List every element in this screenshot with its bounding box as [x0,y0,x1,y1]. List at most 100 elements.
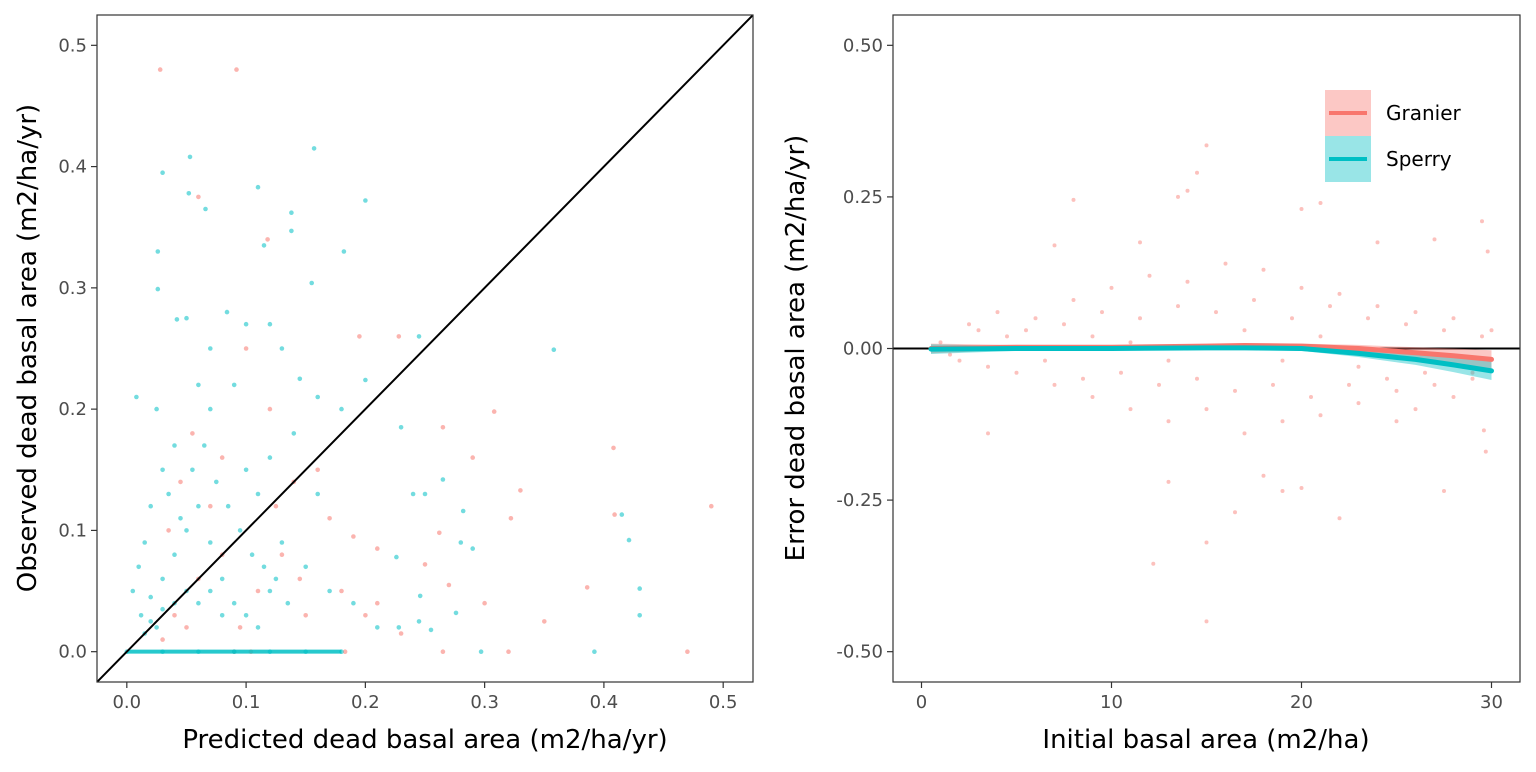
smooth-fit-layer [928,343,1494,380]
point-granier-17 [1151,561,1156,566]
point-granier-89 [1090,334,1095,339]
point-sperry-97 [297,376,303,382]
point-granier-24 [440,649,446,654]
point-sperry-1 [187,154,193,160]
point-granier-29 [1470,376,1475,381]
point-granier-39 [1109,285,1114,290]
legend-item-sperry: Sperry [1325,136,1452,182]
point-granier-7 [1052,243,1057,248]
point-sperry-39 [339,406,344,412]
legend-item-granier: Granier [1325,90,1462,136]
point-sperry-37 [184,315,189,321]
point-granier-1 [234,67,239,72]
point-sperry-75 [225,503,231,509]
point-sperry-61 [255,625,261,630]
point-granier-65 [1062,322,1066,327]
point-sperry-15 [410,491,416,497]
point-granier-10 [1432,237,1437,242]
y-axis-title: Error dead basal area (m2/ha/yr) [781,135,811,562]
point-sperry-47 [148,503,153,509]
x-axis-ticks: 0.0 0.1 0.2 0.3 0.4 0.5 [112,682,738,713]
point-sperry-33 [155,249,161,254]
point-sperry-17 [440,477,446,482]
point-granier-62 [1005,334,1009,339]
point-sperry-49 [136,564,141,570]
point-granier-50 [279,552,285,557]
point-granier-80 [1347,382,1351,387]
point-granier-16 [1337,516,1342,521]
point-sperry-69 [154,406,159,412]
point-sperry-87 [208,588,213,594]
point-sperry-95 [267,321,273,327]
x-axis-ticks: 0 10 20 30 [916,682,1503,713]
point-sperry-56 [196,503,201,509]
point-granier-23 [1299,486,1304,490]
y-tick-label: 0.0 [58,642,87,663]
point-granier-56 [1432,382,1437,387]
point-sperry-28 [626,537,632,543]
point-sperry-81 [148,619,153,624]
legend-label-granier: Granier [1386,101,1462,125]
point-sperry-14 [398,425,404,430]
point-sperry-4 [311,146,317,151]
point-sperry-58 [219,576,225,582]
point-granier-72 [1195,376,1199,381]
y-tick-label: -0.50 [836,642,883,663]
point-granier-9 [508,516,514,521]
point-sperry-68 [134,394,139,400]
x-axis-title: Initial basal area (m2/ha) [1042,725,1369,755]
point-granier-71 [1176,304,1180,309]
point-granier-36 [172,613,177,618]
point-sperry-29 [637,586,642,591]
point-granier-63 [1024,328,1028,333]
point-granier-19 [1204,540,1209,545]
point-sperry-54 [172,552,177,557]
point-granier-52 [1356,401,1361,406]
point-granier-15 [446,582,452,588]
scatter-panel-error-vs-initial: 0 10 20 30 0.50 0.25 0.00 -0.25 -0.50 Initial b… [781,14,1521,755]
point-granier-39 [339,588,344,594]
point-granier-11 [437,530,442,536]
point-granier-10 [518,488,523,493]
point-sperry-82 [160,606,165,612]
point-sperry-50 [130,588,136,594]
point-granier-17 [542,619,547,624]
point-sperry-23 [396,625,402,630]
point-granier-90 [1128,340,1133,345]
point-sperry-90 [243,467,249,473]
point-granier-28 [273,503,279,509]
point-sperry-57 [208,540,213,545]
point-granier-30 [315,467,321,473]
point-granier-14 [1481,428,1486,433]
x-tick-label: 0.4 [590,692,619,713]
point-sperry-42 [315,491,321,497]
point-granier-8 [1138,240,1142,245]
point-granier-59 [1489,328,1494,333]
point-granier-54 [1394,388,1399,393]
point-granier-88 [948,352,952,357]
y-tick-label: 0.2 [58,399,87,420]
point-sperry-35 [174,317,180,322]
point-granier-7 [470,455,476,460]
point-sperry-32 [592,649,597,654]
point-granier-64 [1043,358,1047,363]
point-sperry-40 [291,431,297,436]
point-sperry-62 [267,588,273,594]
point-granier-36 [1052,382,1057,387]
point-granier-42 [375,600,380,606]
point-granier-84 [1423,370,1427,375]
y-axis-ticks: 0.50 0.25 0.00 -0.25 -0.50 [836,35,893,663]
point-granier-4 [357,334,362,339]
y-tick-label: 0.00 [843,339,883,360]
point-granier-22 [685,649,690,654]
point-granier-46 [208,503,213,509]
y-tick-label: -0.25 [836,490,883,511]
point-sperry-51 [138,613,144,618]
point-granier-21 [1261,473,1266,478]
x-tick-label: 0.0 [112,692,141,713]
point-granier-53 [1375,304,1380,309]
point-granier-60 [967,322,971,327]
point-granier-61 [986,364,990,369]
point-granier-28 [1451,395,1456,399]
scatter-panel-predicted-vs-observed: 0.0 0.1 0.2 0.3 0.4 0.5 0.0 0.1 0.2 0.3 0.4 0.5 Pr… [13,14,754,755]
